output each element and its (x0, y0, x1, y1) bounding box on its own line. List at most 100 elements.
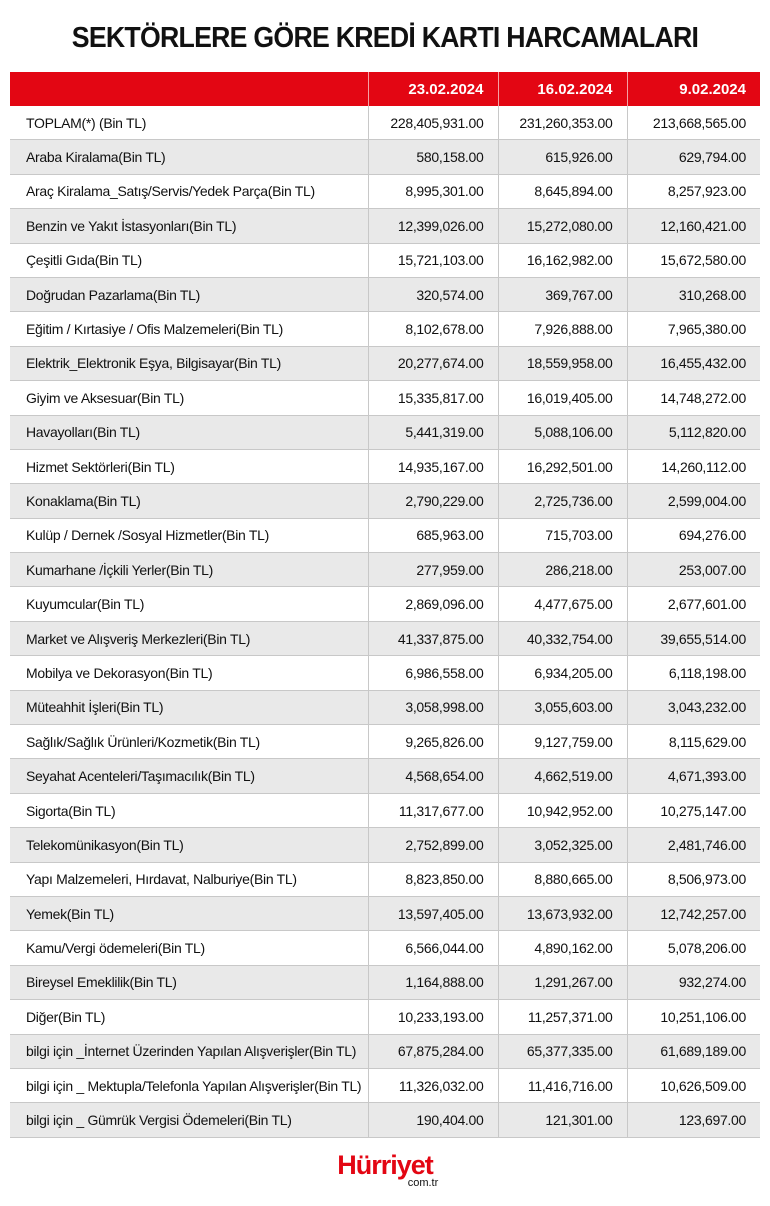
sector-label: Diğer(Bin TL) (10, 999, 369, 1035)
logo-sub: com.tr (407, 1177, 439, 1189)
table-row: Telekomünikasyon(Bin TL) 2,752,899.00 3,05… (10, 827, 760, 863)
value-cell: 40,332,754.00 (498, 621, 628, 657)
value-cell: 10,942,952.00 (498, 793, 628, 829)
value-cell: 11,416,716.00 (498, 1068, 628, 1104)
value-cell: 6,986,558.00 (368, 655, 499, 691)
value-cell: 16,455,432.00 (627, 346, 760, 382)
value-cell: 694,276.00 (627, 518, 760, 554)
column-header: 16.02.2024 (498, 72, 628, 106)
table-row: TOPLAM(*) (Bin TL) 228,405,931.00 231,260,… (10, 106, 760, 141)
value-cell: 10,233,193.00 (368, 999, 499, 1035)
table-row: Kulüp / Dernek /Sosyal Hizmetler(Bin TL)… (10, 518, 760, 554)
value-cell: 8,506,973.00 (627, 862, 760, 897)
value-cell: 715,703.00 (498, 518, 628, 554)
table-row: Bireysel Emeklilik(Bin TL) 1,164,888.00 1,… (10, 965, 760, 1001)
value-cell: 16,162,982.00 (498, 243, 628, 278)
table-row: Konaklama(Bin TL) 2,790,229.00 2,725,736.0… (10, 483, 760, 519)
value-cell: 10,626,509.00 (627, 1068, 760, 1104)
value-cell: 10,275,147.00 (627, 793, 760, 829)
value-cell: 39,655,514.00 (627, 621, 760, 657)
value-cell: 8,102,678.00 (368, 311, 499, 347)
value-cell: 5,088,106.00 (498, 415, 628, 450)
sector-label: Giyim ve Aksesuar(Bin TL) (10, 380, 369, 416)
table-row: Yemek(Bin TL) 13,597,405.00 13,673,932.00 1… (10, 896, 760, 932)
value-cell: 5,112,820.00 (627, 415, 760, 450)
value-cell: 14,935,167.00 (368, 449, 499, 485)
table-row: Çeşitli Gıda(Bin TL) 15,721,103.00 16,162,… (10, 243, 760, 278)
table-row: Kumarhane /İçkili Yerler(Bin TL) 277,959.… (10, 552, 760, 588)
value-cell: 3,043,232.00 (627, 690, 760, 726)
value-cell: 12,742,257.00 (627, 896, 760, 932)
value-cell: 580,158.00 (368, 139, 499, 175)
value-cell: 12,160,421.00 (627, 208, 760, 244)
sector-label: Sigorta(Bin TL) (10, 793, 369, 829)
value-cell: 6,118,198.00 (627, 655, 760, 691)
table-header: 23.02.2024 16.02.2024 9.02.2024 (10, 72, 760, 106)
logo-brand: Hürriyet (337, 1150, 434, 1180)
sector-label: Yapı Malzemeleri, Hırdavat, Nalburiye(Bi… (10, 862, 369, 897)
value-cell: 15,672,580.00 (627, 243, 760, 278)
value-cell: 9,127,759.00 (498, 724, 628, 760)
value-cell: 932,274.00 (627, 965, 760, 1001)
column-header: 23.02.2024 (368, 72, 499, 106)
value-cell: 20,277,674.00 (368, 346, 499, 382)
value-cell: 6,934,205.00 (498, 655, 628, 691)
value-cell: 61,689,189.00 (627, 1034, 760, 1069)
value-cell: 3,058,998.00 (368, 690, 499, 726)
table-row: Doğrudan Pazarlama(Bin TL) 320,574.00 369,… (10, 277, 760, 313)
sector-label: Mobilya ve Dekorasyon(Bin TL) (10, 655, 369, 691)
sector-label: Müteahhit İşleri(Bin TL) (10, 690, 369, 726)
hurriyet-logo: Hürriyet com.tr (0, 1152, 770, 1191)
spending-table: 23.02.2024 16.02.2024 9.02.2024 TOPLAM(*… (10, 72, 760, 1138)
value-cell: 253,007.00 (627, 552, 760, 588)
sector-label: Sağlık/Sağlık Ürünleri/Kozmetik(Bin TL) (10, 724, 369, 760)
table-row: Araba Kiralama(Bin TL) 580,158.00 615,926.… (10, 139, 760, 175)
table-row: bilgi için _ Gümrük Vergisi Ödemeleri(Bi… (10, 1102, 760, 1138)
sector-label: Araç Kiralama_Satış/Servis/Yedek Parça(B… (10, 174, 369, 210)
value-cell: 4,477,675.00 (498, 586, 628, 622)
value-cell: 213,668,565.00 (627, 106, 760, 141)
value-cell: 121,301.00 (498, 1102, 628, 1138)
value-cell: 18,559,958.00 (498, 346, 628, 382)
value-cell: 1,164,888.00 (368, 965, 499, 1001)
page-title: SEKTÖRLERE GÖRE KREDİ KARTI HARCAMALARI (71, 22, 699, 54)
value-cell: 16,292,501.00 (498, 449, 628, 485)
sector-label: Doğrudan Pazarlama(Bin TL) (10, 277, 369, 313)
value-cell: 2,790,229.00 (368, 483, 499, 519)
table-row: bilgi için _İnternet Üzerinden Yapılan A… (10, 1034, 760, 1069)
value-cell: 15,335,817.00 (368, 380, 499, 416)
value-cell: 4,671,393.00 (627, 758, 760, 794)
table-row: Eğitim / Kırtasiye / Ofis Malzemeleri(Bi… (10, 311, 760, 347)
table-row: Mobilya ve Dekorasyon(Bin TL) 6,986,558.0… (10, 655, 760, 691)
value-cell: 2,725,736.00 (498, 483, 628, 519)
value-cell: 7,965,380.00 (627, 311, 760, 347)
value-cell: 615,926.00 (498, 139, 628, 175)
value-cell: 2,599,004.00 (627, 483, 760, 519)
sector-label: Kulüp / Dernek /Sosyal Hizmetler(Bin TL) (10, 518, 369, 554)
sector-label: Kamu/Vergi ödemeleri(Bin TL) (10, 930, 369, 966)
sector-label: Yemek(Bin TL) (10, 896, 369, 932)
table-row: Sağlık/Sağlık Ürünleri/Kozmetik(Bin TL) 9… (10, 724, 760, 760)
value-cell: 8,823,850.00 (368, 862, 499, 897)
value-cell: 8,880,665.00 (498, 862, 628, 897)
value-cell: 13,673,932.00 (498, 896, 628, 932)
table-row: bilgi için _ Mektupla/Telefonla Yapılan … (10, 1068, 760, 1104)
value-cell: 12,399,026.00 (368, 208, 499, 244)
value-cell: 13,597,405.00 (368, 896, 499, 932)
value-cell: 369,767.00 (498, 277, 628, 313)
column-header (10, 72, 369, 106)
value-cell: 8,645,894.00 (498, 174, 628, 210)
value-cell: 685,963.00 (368, 518, 499, 554)
table-row: Kuyumcular(Bin TL) 2,869,096.00 4,477,675.… (10, 586, 760, 622)
value-cell: 10,251,106.00 (627, 999, 760, 1035)
sector-label: Elektrik_Elektronik Eşya, Bilgisayar(Bin… (10, 346, 369, 382)
value-cell: 11,257,371.00 (498, 999, 628, 1035)
table-row: Diğer(Bin TL) 10,233,193.00 11,257,371.00 1… (10, 999, 760, 1035)
value-cell: 67,875,284.00 (368, 1034, 499, 1069)
value-cell: 3,052,325.00 (498, 827, 628, 863)
value-cell: 16,019,405.00 (498, 380, 628, 416)
value-cell: 14,748,272.00 (627, 380, 760, 416)
sector-label: Market ve Alışveriş Merkezleri(Bin TL) (10, 621, 369, 657)
sector-label: Bireysel Emeklilik(Bin TL) (10, 965, 369, 1001)
value-cell: 4,662,519.00 (498, 758, 628, 794)
